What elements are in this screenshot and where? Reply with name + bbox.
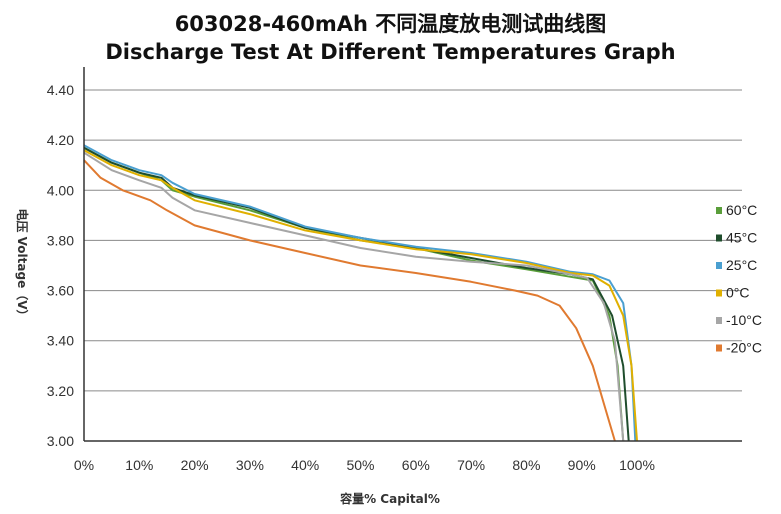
- y-axis-label: 电压 Voltage（V）: [15, 208, 30, 321]
- legend-label: 45°C: [726, 230, 757, 246]
- x-tick-label: 20%: [181, 457, 209, 473]
- x-tick-label: 90%: [568, 457, 596, 473]
- y-tick-label: 3.20: [47, 383, 74, 399]
- legend-label: 0°C: [726, 285, 750, 301]
- legend-swatch: [716, 207, 722, 214]
- x-tick-label: 70%: [457, 457, 485, 473]
- legend-swatch: [716, 317, 722, 324]
- legend-swatch: [716, 234, 722, 242]
- x-tick-labels: 0% 10% 20% 30% 40% 50% 60% 70% 80% 90% 100%: [74, 457, 655, 473]
- x-tick-label: 10%: [125, 457, 153, 473]
- legend-swatch: [716, 344, 722, 352]
- axes: [83, 67, 742, 442]
- x-tick-label: 80%: [512, 457, 540, 473]
- x-tick-label: 0%: [74, 457, 94, 473]
- y-tick-label: 3.80: [47, 232, 74, 248]
- legend-swatch: [716, 262, 722, 269]
- series-line: [83, 149, 638, 442]
- series-lines: [83, 144, 638, 442]
- y-tick-label: 3.60: [47, 283, 74, 299]
- y-tick-label: 4.00: [47, 182, 74, 198]
- y-tick-labels: 3.00 3.20 3.40 3.60 3.80 4.00 4.20 4.40: [47, 82, 74, 449]
- legend-swatch: [716, 289, 722, 297]
- y-tick-label: 3.40: [47, 333, 74, 349]
- legend-label: 25°C: [726, 257, 757, 273]
- chart-title: 603028-460mAh 不同温度放电测试曲线图: [174, 12, 607, 36]
- chart-subtitle: Discharge Test At Different Temperatures…: [105, 40, 676, 64]
- x-tick-label: 60%: [402, 457, 430, 473]
- x-tick-label: 100%: [619, 457, 655, 473]
- y-tick-label: 3.00: [47, 433, 74, 449]
- legend-label: -10°C: [726, 312, 762, 328]
- legend-label: -20°C: [726, 340, 762, 356]
- x-axis-label: 容量% Capital%: [339, 491, 440, 506]
- y-tick-label: 4.20: [47, 132, 74, 148]
- x-tick-label: 50%: [346, 457, 374, 473]
- x-tick-label: 40%: [291, 457, 319, 473]
- y-tick-label: 4.40: [47, 82, 74, 98]
- x-tick-label: 30%: [236, 457, 264, 473]
- legend: 60°C 45°C 25°C 0°C -10°C -20°C: [716, 202, 762, 356]
- series-line: [83, 144, 637, 442]
- series-line: [83, 151, 625, 442]
- series-line: [83, 159, 616, 442]
- grid-lines: [84, 89, 742, 392]
- legend-label: 60°C: [726, 202, 757, 218]
